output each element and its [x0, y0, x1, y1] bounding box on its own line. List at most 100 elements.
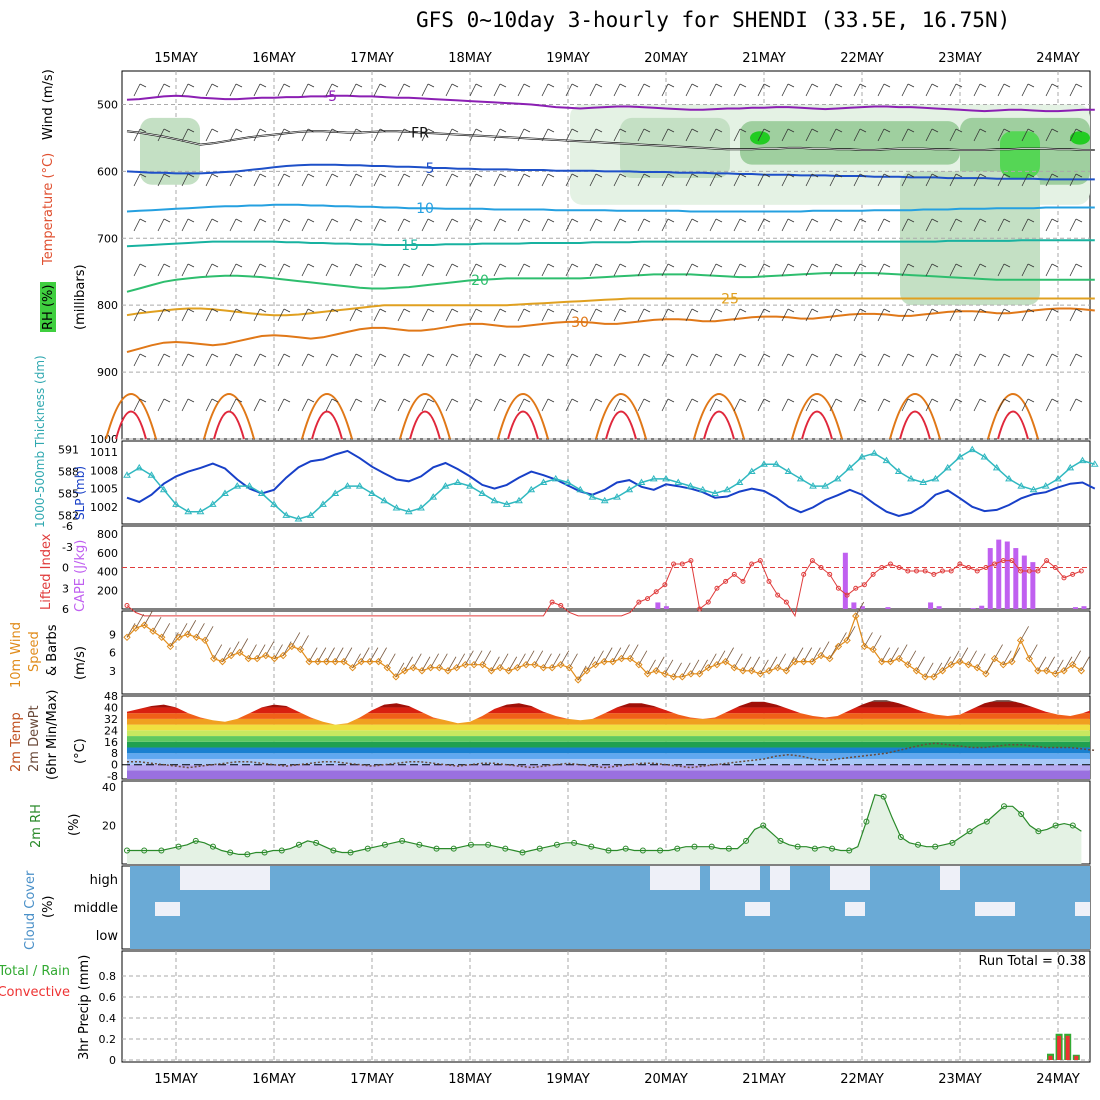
wind-barb [157, 308, 165, 322]
wind-barb-flag [331, 218, 339, 223]
cape-tick: 800 [97, 528, 118, 541]
ylabel-cloud-cover: Cloud Cover [23, 870, 38, 950]
cloud-clear-high [650, 866, 700, 890]
wind-barb-flag [739, 173, 747, 178]
wind-barb-flag [811, 308, 819, 313]
thickness-marker [943, 463, 952, 471]
precip-conv-bar [1048, 1055, 1053, 1060]
wind-barb-flag [691, 353, 699, 358]
wind-barb [901, 398, 909, 412]
rh-marker [244, 851, 251, 858]
wind-barb-flag [235, 353, 243, 358]
wind-barb [733, 128, 741, 142]
wind-barb [421, 263, 429, 277]
wind-barb-flag [379, 308, 387, 313]
wind-barb-flag [883, 263, 891, 268]
wind-barb [133, 218, 141, 232]
wind-barb-flag [619, 173, 627, 178]
wind-speed-marker [695, 670, 704, 678]
wind-barb-flag [499, 173, 507, 178]
wind-barb-flag [787, 308, 795, 313]
wind-barb-flag [667, 263, 675, 268]
wind-speed-marker [279, 651, 287, 660]
thickness-marker [992, 463, 1001, 471]
wind-speed-marker [990, 654, 999, 663]
wind-barb-flag [283, 173, 291, 178]
rh-tick: 40 [102, 781, 116, 794]
wind-barb-flag [931, 128, 939, 133]
cape-bar [859, 606, 865, 609]
wind-barb [925, 308, 933, 322]
wind-barb [709, 263, 717, 277]
rh-marker [588, 843, 595, 850]
cape-bar [655, 602, 661, 609]
wind-barb [757, 308, 765, 322]
wind-speed-marker [782, 667, 791, 675]
boundary-isotherm [301, 393, 353, 440]
wind-barb-flag [739, 128, 747, 133]
wind-barb-flag [883, 83, 891, 88]
thickness-marker [539, 478, 548, 485]
wind-barb [637, 353, 645, 367]
thickness-marker [466, 482, 474, 489]
cape-tick: 400 [97, 566, 118, 579]
wind-barb-flag [619, 308, 627, 313]
wind-barb [445, 173, 453, 187]
wind-barb [325, 128, 333, 142]
wind-barb-10m [664, 659, 674, 674]
cape-bar [851, 602, 857, 609]
rh-marker [1001, 803, 1008, 810]
wind-barb [997, 353, 1005, 367]
wind-barb [277, 398, 285, 412]
rh-marker [124, 847, 130, 854]
wind-barb-flag [283, 398, 291, 403]
wind-barb [685, 128, 693, 142]
wind-barb-10m [950, 650, 960, 665]
cloud-background [130, 866, 1090, 949]
wind-barb [853, 173, 861, 187]
wind-barb-flag [643, 398, 651, 403]
li-marker [1035, 568, 1041, 574]
wind-barb-flag [451, 398, 459, 403]
thickness-marker [674, 478, 683, 485]
rh-marker [295, 841, 302, 848]
wind-speed-marker [895, 654, 903, 663]
wind-barb-flag [499, 353, 507, 358]
li-tick: 0 [62, 562, 69, 575]
rh-marker [691, 843, 698, 850]
wind-barb-flag [907, 173, 915, 178]
wind-barb-flag [643, 308, 651, 313]
cape-bar [663, 606, 669, 609]
wind-barb-flag [955, 173, 963, 178]
rh-marker [209, 843, 216, 850]
wind-barb [901, 263, 909, 277]
wind-barb [301, 128, 309, 142]
cape-bar [885, 607, 891, 609]
thickness-marker [809, 482, 817, 489]
wind-barb-10m [794, 647, 804, 662]
wind-speed-marker [383, 664, 391, 672]
wind-barb [541, 263, 549, 277]
thickness-marker [613, 493, 621, 500]
wind-barb-flag [235, 398, 243, 403]
slp-tick: 1005 [90, 483, 118, 496]
wind-barb [373, 263, 381, 277]
wind-barb-flag [451, 308, 459, 313]
wind-barb [253, 308, 261, 322]
wind-barb [1021, 308, 1029, 322]
wind-speed-marker [305, 657, 313, 666]
wind-barb [517, 308, 525, 322]
wind-barb [925, 398, 933, 412]
ylabel-thickness: 1000-500mb Thickness (dm) [33, 355, 47, 528]
wind-barb [901, 83, 909, 97]
wind-barb-flag [763, 308, 771, 313]
wind-barb-flag [163, 128, 171, 133]
wind-barb [733, 83, 741, 97]
wind-barb-flag [283, 128, 291, 133]
wind-barb-flag [475, 218, 483, 223]
wind-barb-flag [379, 263, 387, 268]
wind-barb [853, 83, 861, 97]
wind-speed-marker [912, 667, 921, 675]
wind-barb-flag [883, 308, 891, 313]
thickness-tick: 588 [58, 466, 79, 479]
